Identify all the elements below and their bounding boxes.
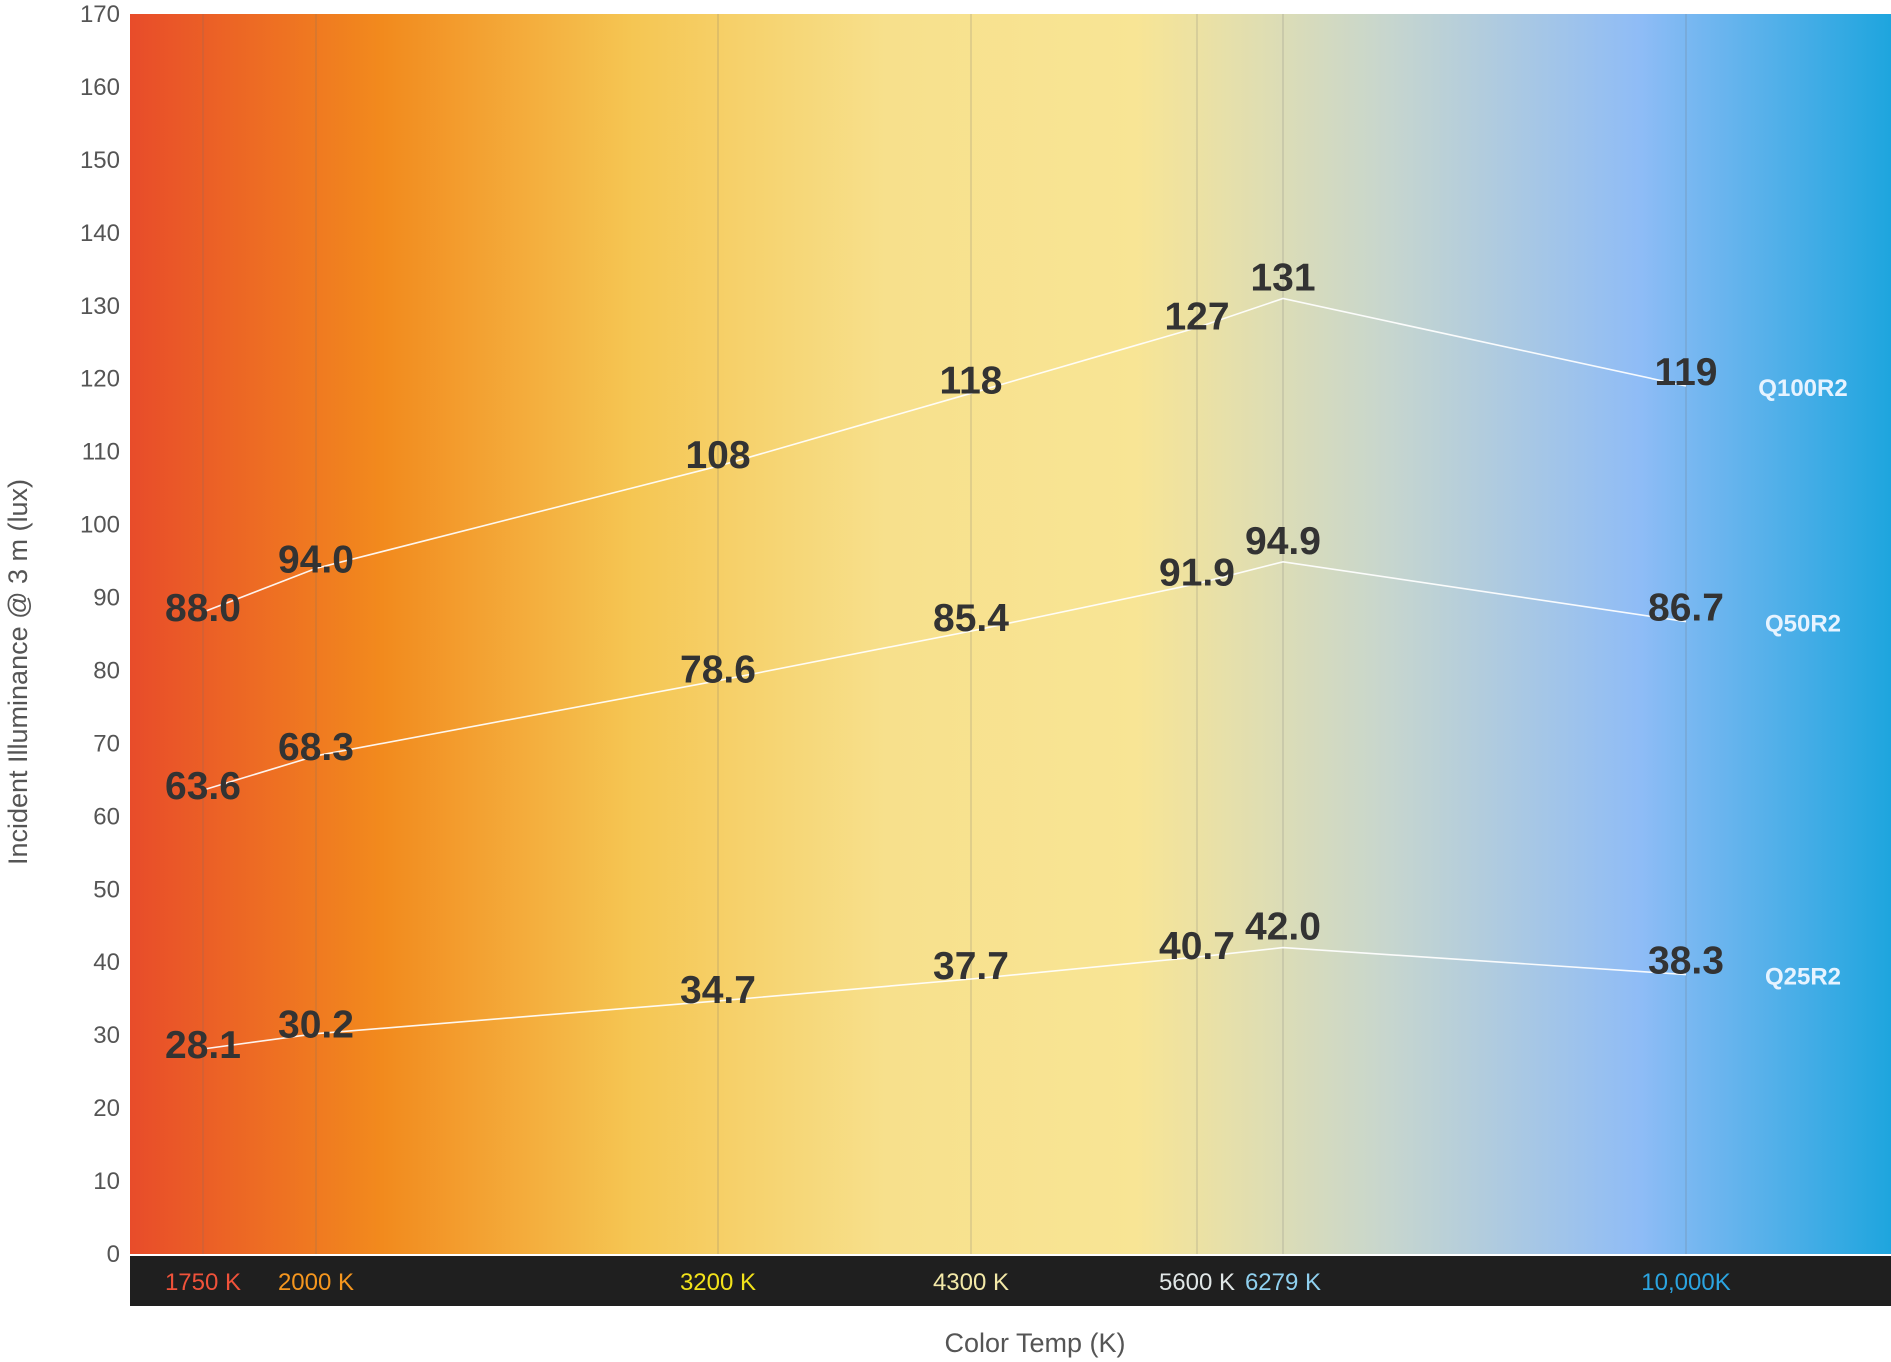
y-tick-label: 100	[80, 512, 120, 539]
y-tick-label: 30	[93, 1022, 120, 1049]
y-tick-label: 120	[80, 366, 120, 393]
y-tick-label: 90	[93, 585, 120, 612]
y-tick-label: 170	[80, 1, 120, 28]
x-tick-band	[130, 1256, 1891, 1306]
series-line	[202, 560, 1687, 791]
data-label: 94.0	[278, 538, 354, 581]
series-q50r2: 63.6 68.3 78.6 85.4 91.994.9 86.7 Q50R2	[165, 520, 1841, 808]
x-axis-ticks: 1750 K 2000 K 3200 K 4300 K 5600 K 6279 K 10,0…	[165, 1269, 1731, 1296]
data-label: 91.9	[1159, 552, 1235, 595]
x-tick-label: 2000 K	[278, 1269, 354, 1296]
series-line	[202, 297, 1687, 613]
y-tick-label: 140	[80, 220, 120, 247]
x-tick-label: 10,000K	[1641, 1269, 1730, 1296]
data-label: 28.1	[165, 1024, 241, 1067]
y-tick-label: 10	[93, 1168, 120, 1195]
series-q100r2: 88.0 94.0 108 118 127 131 119 Q100R2	[165, 257, 1848, 631]
x-tick-label: 3200 K	[680, 1269, 756, 1296]
data-label: 30.2	[278, 1004, 354, 1047]
x-tick-label: 1750 K	[165, 1269, 241, 1296]
data-label: 88.0	[165, 587, 241, 630]
y-tick-label: 20	[93, 1095, 120, 1122]
data-label: 85.4	[933, 597, 1009, 640]
series-name-label: Q100R2	[1758, 375, 1847, 402]
data-label: 119	[1655, 351, 1718, 394]
data-label: 94.9	[1245, 520, 1321, 563]
y-tick-label: 40	[93, 949, 120, 976]
series-group: 88.0 94.0 108 118 127 131 119 Q100R2 63.6 68.3 78.…	[165, 257, 1848, 1068]
series-name-label: Q50R2	[1765, 611, 1841, 638]
x-tick-label: 4300 K	[933, 1269, 1009, 1296]
plot-background	[130, 14, 1891, 1254]
data-label: 78.6	[680, 649, 756, 692]
data-label: 34.7	[680, 969, 756, 1012]
x-axis-title: Color Temp (K)	[944, 1328, 1125, 1358]
y-tick-label: 110	[82, 439, 120, 466]
data-label: 127	[1164, 296, 1229, 339]
series-line	[202, 946, 1687, 1050]
data-label: 37.7	[933, 945, 1009, 988]
y-tick-label: 130	[80, 293, 120, 320]
vertical-gridlines	[202, 14, 1687, 1254]
y-tick-label: 160	[80, 74, 120, 101]
data-label: 63.6	[165, 765, 241, 808]
y-tick-label: 70	[93, 730, 120, 757]
y-tick-label: 80	[93, 657, 120, 684]
data-label: 40.7	[1159, 925, 1235, 968]
y-tick-label: 150	[80, 147, 120, 174]
data-label: 86.7	[1648, 587, 1724, 630]
y-tick-label: 0	[107, 1241, 120, 1268]
y-tick-label: 60	[93, 803, 120, 830]
series-name-label: Q25R2	[1765, 964, 1841, 991]
y-tick-label: 50	[93, 876, 120, 903]
x-tick-label: 5600 K	[1159, 1269, 1235, 1296]
data-label: 42.0	[1245, 906, 1321, 949]
y-axis-title: Incident Illuminance @ 3 m (lux)	[3, 479, 33, 865]
y-axis-ticks: 0 10 20 30 40 50 60 70 80 90 100 110 120 130 140 150 160…	[80, 1, 120, 1268]
x-tick-label: 6279 K	[1245, 1269, 1321, 1296]
data-label: 118	[940, 359, 1003, 402]
data-label: 38.3	[1648, 940, 1724, 983]
data-label: 68.3	[278, 726, 354, 769]
series-q25r2: 28.1 30.2 34.7 37.7 40.7 42.0 38.3 Q25R2	[165, 906, 1841, 1067]
data-label: 131	[1250, 257, 1315, 300]
data-label: 108	[685, 434, 750, 477]
